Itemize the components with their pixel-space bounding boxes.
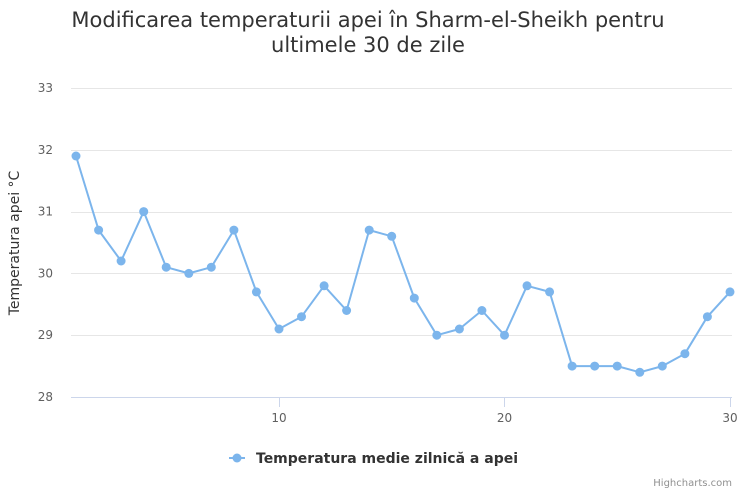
data-point[interactable] (612, 361, 622, 371)
series-temperatura[interactable] (71, 151, 735, 377)
x-tick-label: 30 (722, 411, 737, 425)
data-point[interactable] (454, 324, 464, 334)
y-tick-label: 30 (38, 266, 53, 280)
data-point[interactable] (567, 361, 577, 371)
data-point[interactable] (590, 361, 600, 371)
chart-title-line-2: ultimele 30 de zile (271, 33, 465, 57)
data-point[interactable] (477, 306, 487, 315)
data-point[interactable] (522, 281, 532, 291)
data-point[interactable] (725, 287, 735, 297)
data-point[interactable] (71, 151, 81, 161)
data-point[interactable] (94, 225, 104, 235)
data-point[interactable] (387, 231, 397, 241)
y-axis-title: Temperatura apei °C (7, 170, 23, 316)
data-point[interactable] (342, 306, 352, 315)
data-point[interactable] (364, 225, 374, 235)
y-tick-label: 29 (38, 328, 53, 342)
y-tick-label: 33 (38, 81, 53, 95)
x-tick-label: 10 (271, 411, 286, 425)
data-point[interactable] (139, 207, 149, 217)
legend-marker-icon (232, 453, 242, 463)
data-point[interactable] (409, 293, 419, 303)
data-point[interactable] (251, 287, 261, 297)
data-point[interactable] (657, 361, 667, 371)
series-line (75, 155, 731, 374)
data-point[interactable] (297, 312, 306, 322)
x-tick-label: 20 (497, 411, 512, 425)
data-point[interactable] (500, 330, 509, 340)
data-point[interactable] (116, 256, 126, 266)
data-point[interactable] (319, 281, 329, 291)
data-point[interactable] (229, 225, 239, 235)
grid-lines (71, 88, 732, 336)
data-point[interactable] (161, 262, 171, 272)
y-tick-label: 32 (38, 143, 53, 157)
credits-link[interactable]: Highcharts.com (653, 478, 732, 489)
y-axis-tick-labels: 28 29 30 31 32 33 (38, 81, 53, 404)
data-point[interactable] (680, 349, 690, 359)
data-point[interactable] (206, 262, 216, 272)
legend[interactable]: Temperatura medie zilnică a apei (229, 451, 518, 467)
data-point[interactable] (702, 312, 712, 322)
data-point[interactable] (184, 268, 194, 278)
legend-item-label[interactable]: Temperatura medie zilnică a apei (256, 451, 518, 467)
chart-title-line-1: Modificarea temperaturii apei în Sharm-e… (71, 8, 664, 32)
y-tick-label: 31 (38, 205, 53, 219)
data-point[interactable] (545, 287, 555, 297)
data-point[interactable] (274, 324, 284, 334)
y-tick-label: 28 (38, 390, 53, 404)
data-point[interactable] (635, 367, 645, 377)
data-point[interactable] (432, 330, 442, 340)
x-axis: 10 20 30 (71, 397, 737, 425)
